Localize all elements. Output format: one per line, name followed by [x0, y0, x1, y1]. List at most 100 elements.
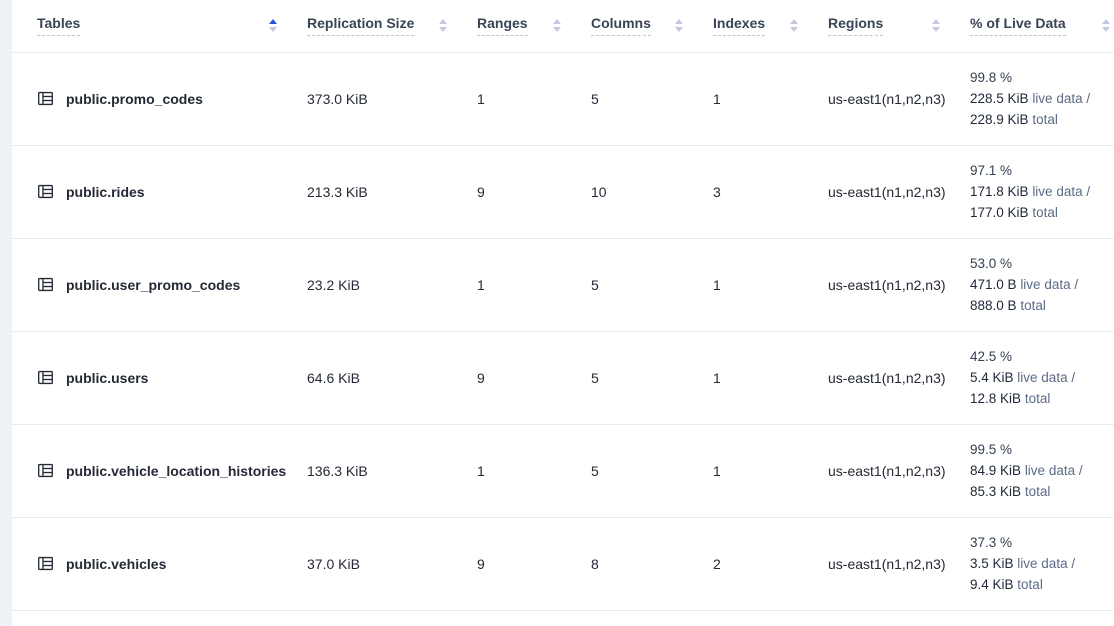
table-name[interactable]: public.user_promo_codes: [66, 276, 241, 293]
column-header-label[interactable]: % of Live Data: [970, 15, 1066, 37]
table-icon: [38, 91, 53, 106]
indexes-cell: 1: [713, 52, 828, 146]
table-name-cell[interactable]: public.vehicle_location_histories: [12, 424, 307, 518]
live-percent: 42.5 %: [970, 349, 1013, 364]
ranges-cell: 9: [477, 517, 591, 611]
column-header-indexes[interactable]: Indexes: [713, 0, 828, 53]
total-size-line: 228.9 KiB total: [970, 109, 1108, 130]
indexes-cell: 1: [713, 238, 828, 332]
column-header-label[interactable]: Tables: [37, 15, 81, 37]
live-percent: 37.3 %: [970, 535, 1013, 550]
column-header-tables[interactable]: Tables: [12, 0, 307, 53]
live-size-line: 3.5 KiB live data /: [970, 553, 1108, 574]
table-name[interactable]: public.vehicles: [66, 555, 167, 572]
replication-size-cell: 373.0 KiB: [307, 52, 477, 146]
regions-cell: us-east1(n1,n2,n3): [828, 238, 970, 332]
live-data-cell: 53.0 % 471.0 B live data / 888.0 B total: [970, 238, 1114, 332]
replication-size-cell: 23.2 KiB: [307, 238, 477, 332]
column-header-inner: Replication Size: [307, 15, 447, 37]
table-name[interactable]: public.users: [66, 369, 149, 386]
column-header-inner: Ranges: [477, 15, 561, 37]
caret-up-icon: [675, 19, 683, 25]
total-size: 228.9 KiB: [970, 112, 1029, 127]
total-size-line: 177.0 KiB total: [970, 202, 1108, 223]
table-icon: [38, 277, 53, 292]
columns-cell: 10: [591, 145, 713, 239]
table-name-cell[interactable]: public.vehicles: [12, 517, 307, 611]
column-header-ranges[interactable]: Ranges: [477, 0, 591, 53]
sort-carets-icon[interactable]: [439, 19, 447, 33]
live-data-cell: 42.5 % 5.4 KiB live data / 12.8 KiB tota…: [970, 331, 1114, 425]
live-percent: 97.1 %: [970, 163, 1013, 178]
column-header-label[interactable]: Replication Size: [307, 15, 415, 37]
regions-cell: us-east1(n1,n2,n3): [828, 517, 970, 611]
table-name-cell[interactable]: public.rides: [12, 145, 307, 239]
table-name[interactable]: public.rides: [66, 183, 145, 200]
table-name-cell[interactable]: public.user_promo_codes: [12, 238, 307, 332]
header-row: Tables Replication Size Ranges Columns: [12, 0, 1114, 53]
total-label: total: [1024, 391, 1051, 406]
column-header-label[interactable]: Indexes: [713, 15, 766, 37]
sort-carets-icon[interactable]: [269, 19, 277, 33]
regions-cell: us-east1(n1,n2,n3): [828, 424, 970, 518]
table-name-cell[interactable]: public.users: [12, 331, 307, 425]
tables-panel: Tables Replication Size Ranges Columns: [12, 0, 1114, 626]
table-name[interactable]: public.promo_codes: [66, 90, 203, 107]
regions-cell: us-east1(n1,n2,n3): [828, 52, 970, 146]
columns-cell: 5: [591, 238, 713, 332]
column-header-live-data[interactable]: % of Live Data: [970, 0, 1114, 53]
table-icon: [38, 370, 53, 385]
live-size: 171.8 KiB: [970, 184, 1029, 199]
total-size: 888.0 B: [970, 298, 1017, 313]
caret-down-icon: [269, 27, 277, 33]
columns-cell: 5: [591, 52, 713, 146]
live-percent: 99.8 %: [970, 70, 1013, 85]
column-header-replication-size[interactable]: Replication Size: [307, 0, 477, 53]
caret-down-icon: [439, 27, 447, 33]
total-size: 12.8 KiB: [970, 391, 1022, 406]
column-header-label[interactable]: Ranges: [477, 15, 528, 37]
table-icon: [38, 184, 53, 199]
sort-carets-icon[interactable]: [553, 19, 561, 33]
caret-down-icon: [932, 27, 940, 33]
columns-cell: 5: [591, 331, 713, 425]
live-size: 471.0 B: [970, 277, 1017, 292]
column-header-inner: % of Live Data: [970, 15, 1110, 37]
sort-carets-icon[interactable]: [675, 19, 683, 33]
total-size-line: 9.4 KiB total: [970, 574, 1108, 595]
table-name[interactable]: public.vehicle_location_histories: [66, 462, 287, 479]
column-header-columns[interactable]: Columns: [591, 0, 713, 53]
replication-size-cell: 64.6 KiB: [307, 331, 477, 425]
live-size-line: 228.5 KiB live data /: [970, 88, 1108, 109]
indexes-cell: 1: [713, 424, 828, 518]
ranges-cell: 1: [477, 424, 591, 518]
live-data-cell: 99.5 % 84.9 KiB live data / 85.3 KiB tot…: [970, 424, 1114, 518]
column-header-regions[interactable]: Regions: [828, 0, 970, 53]
ranges-cell: 1: [477, 52, 591, 146]
table-row: public.user_promo_codes 23.2 KiB 1 5 1 u…: [12, 238, 1114, 332]
sort-carets-icon[interactable]: [932, 19, 940, 33]
regions-cell: us-east1(n1,n2,n3): [828, 145, 970, 239]
columns-cell: 5: [591, 424, 713, 518]
table-icon: [38, 556, 53, 571]
column-header-label[interactable]: Regions: [828, 15, 884, 37]
column-header-inner: Tables: [37, 15, 277, 37]
caret-down-icon: [553, 27, 561, 33]
live-size-line: 84.9 KiB live data /: [970, 460, 1108, 481]
sort-carets-icon[interactable]: [1102, 19, 1110, 33]
ranges-cell: 9: [477, 145, 591, 239]
live-data-cell: 97.1 % 171.8 KiB live data / 177.0 KiB t…: [970, 145, 1114, 239]
column-header-inner: Indexes: [713, 15, 798, 37]
live-size: 84.9 KiB: [970, 463, 1022, 478]
total-label: total: [1032, 112, 1058, 127]
table-name-cell[interactable]: public.promo_codes: [12, 52, 307, 146]
column-header-inner: Columns: [591, 15, 683, 37]
table-row: public.vehicle_location_histories 136.3 …: [12, 424, 1114, 518]
live-percent: 99.5 %: [970, 442, 1013, 457]
live-percent: 53.0 %: [970, 256, 1013, 271]
column-header-label[interactable]: Columns: [591, 15, 651, 37]
total-label: total: [1032, 205, 1058, 220]
sort-carets-icon[interactable]: [790, 19, 798, 33]
live-data-label: live data /: [1020, 277, 1079, 292]
replication-size-cell: 37.0 KiB: [307, 517, 477, 611]
